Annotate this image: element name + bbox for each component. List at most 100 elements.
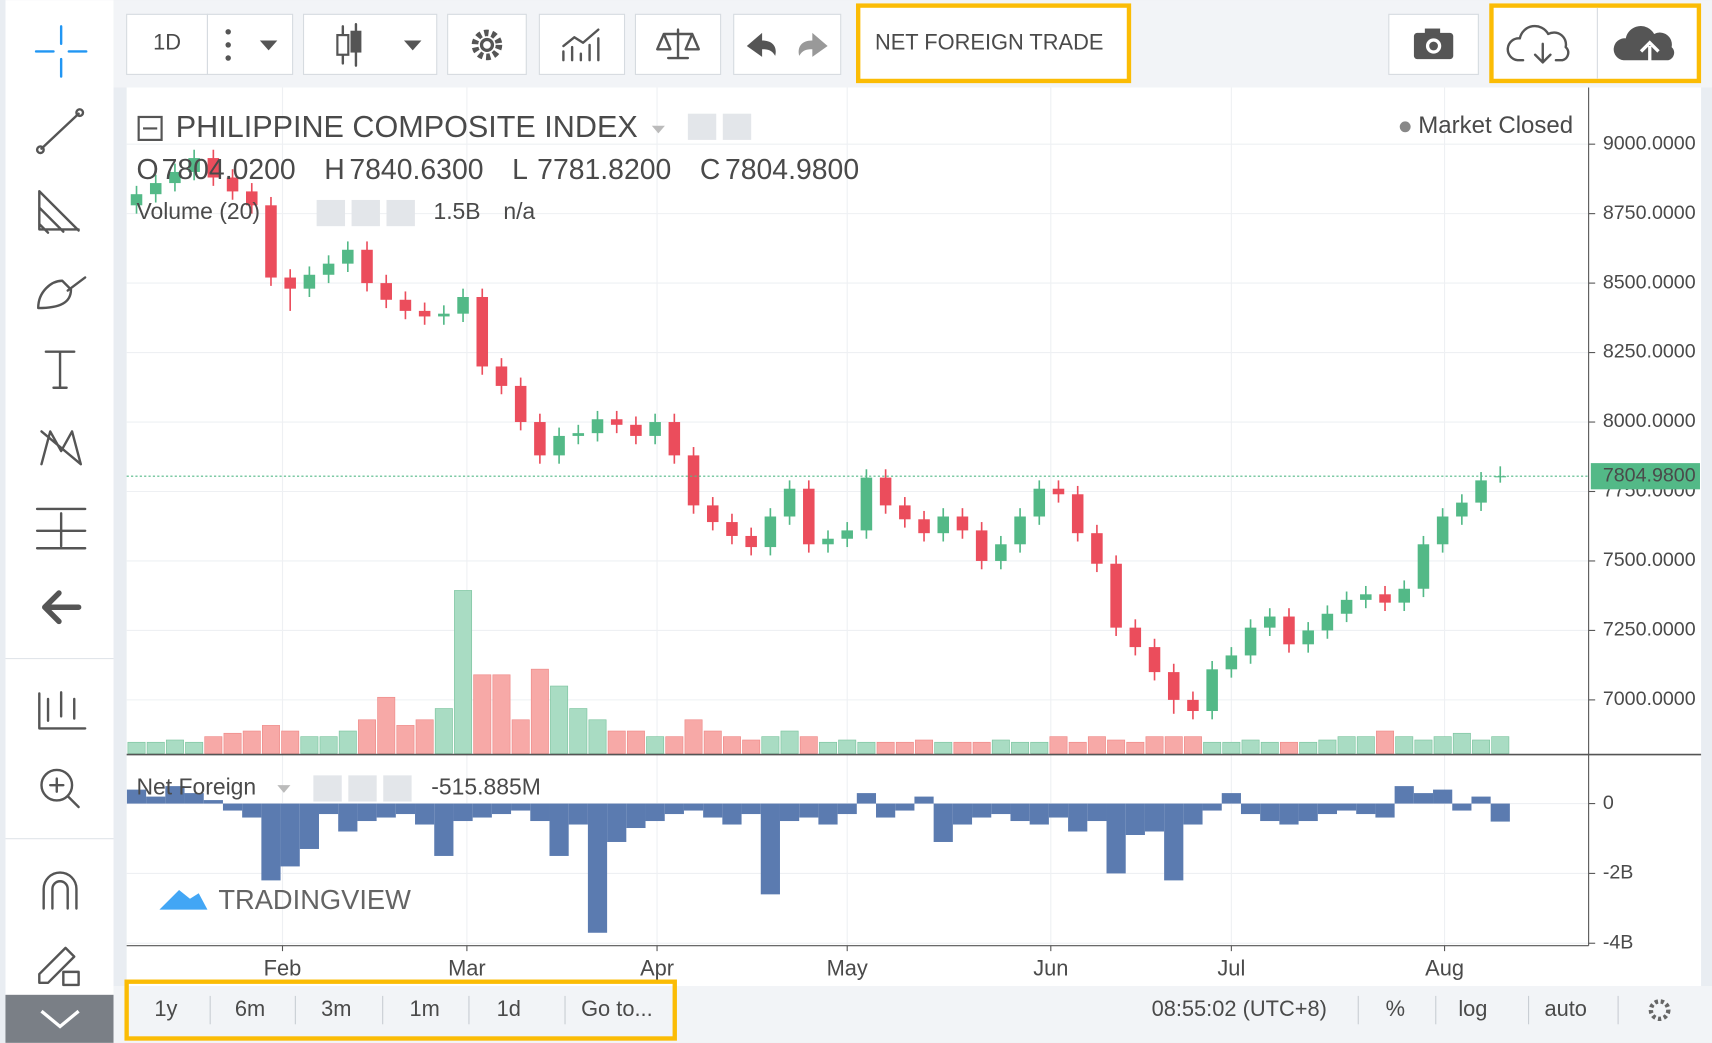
interval-button[interactable] <box>126 13 208 75</box>
volume-bar <box>454 590 473 754</box>
net-foreign-bar <box>376 803 396 818</box>
remove-icon[interactable] <box>383 775 412 802</box>
measure-tool[interactable] <box>38 691 87 730</box>
net-foreign-bar <box>1356 803 1376 815</box>
candle-body <box>476 296 489 367</box>
range-button[interactable]: Go to... <box>581 996 653 1021</box>
volume-bar <box>1030 741 1049 754</box>
scale-option[interactable]: auto <box>1544 996 1586 1021</box>
save-arrow <box>1639 40 1660 62</box>
net-foreign-bar <box>318 803 339 815</box>
zoom-tool[interactable] <box>40 768 80 809</box>
undo-icon <box>746 32 776 57</box>
load-icon[interactable] <box>1506 24 1570 64</box>
scale-option[interactable]: log <box>1458 996 1487 1021</box>
candle-body <box>1206 669 1218 712</box>
lock-tool[interactable] <box>38 946 80 987</box>
collapse-button[interactable] <box>5 994 114 1043</box>
volume-bar <box>415 719 434 754</box>
pane-menu-icon[interactable] <box>277 785 291 793</box>
visibility-icon[interactable] <box>687 113 717 140</box>
candle-body <box>610 419 623 425</box>
volume-bar <box>1107 739 1126 754</box>
net-foreign-bar <box>1183 803 1203 825</box>
volume-title: Volume (20) <box>136 198 260 224</box>
net-foreign-bar <box>972 803 992 818</box>
volume-bar <box>684 719 703 754</box>
chevron-icon <box>40 1009 80 1029</box>
watermark: TRADINGVIEW <box>218 884 411 915</box>
net-foreign-bar <box>779 803 800 822</box>
range-button[interactable]: 1y <box>154 996 177 1021</box>
candle-body <box>1283 616 1295 645</box>
candle-body <box>668 422 681 456</box>
visibility-icon[interactable] <box>313 775 342 802</box>
save-icon[interactable] <box>1613 26 1675 61</box>
settings-icon[interactable] <box>348 775 377 802</box>
volume-bar <box>646 736 665 754</box>
last-price-box <box>1590 463 1700 490</box>
settings-button[interactable] <box>447 13 527 75</box>
net-foreign-bar <box>1202 803 1222 811</box>
snapshot-button[interactable] <box>1388 13 1479 75</box>
ohlc-value: 7804.9800 <box>725 154 859 186</box>
candle-body <box>649 422 661 436</box>
range-button[interactable]: 1m <box>410 996 440 1021</box>
settings-icon[interactable] <box>722 113 752 140</box>
settings-icon[interactable] <box>351 199 380 227</box>
net-foreign-bar <box>799 803 819 818</box>
candle-body <box>303 274 316 289</box>
volume-bar <box>434 708 453 754</box>
volume-bar <box>1087 736 1106 754</box>
net-foreign-bar <box>146 796 166 804</box>
crosshair-tool[interactable] <box>34 25 88 78</box>
fib-tool[interactable] <box>38 190 80 234</box>
indicators-button[interactable] <box>538 13 626 75</box>
bottom-gear-icon[interactable] <box>1648 999 1671 1022</box>
y-tick-label: 9000.0000 <box>1603 132 1696 154</box>
camera-icon <box>1413 28 1454 60</box>
magnet-tool[interactable] <box>42 871 78 910</box>
net-foreign-bar <box>472 803 492 818</box>
net-foreign-bar <box>1413 793 1434 804</box>
net-foreign-bar <box>1106 803 1126 874</box>
ohlc-legend: O 7804.0200 H 7840.6300 L 7781.8200 C 7804.9800 <box>136 154 859 186</box>
candle-body <box>1379 594 1391 603</box>
collapse-icon[interactable] <box>137 115 163 141</box>
volume-bar <box>876 741 895 754</box>
prediction-tool[interactable] <box>35 507 87 550</box>
net-foreign-bar <box>530 803 550 822</box>
range-button[interactable]: 1d <box>497 996 521 1021</box>
remove-tool[interactable] <box>42 590 82 625</box>
range-button[interactable]: 3m <box>321 996 351 1021</box>
range-button[interactable]: 6m <box>235 996 265 1021</box>
text-tool[interactable] <box>44 350 76 389</box>
candle-body <box>418 310 431 317</box>
volume-bar <box>511 719 530 754</box>
candle-body <box>1360 594 1372 600</box>
brush-tool[interactable] <box>37 276 87 310</box>
candle-body <box>1129 627 1142 648</box>
volume-bar <box>722 736 741 754</box>
candle-body <box>380 283 392 300</box>
visibility-icon[interactable] <box>316 199 346 227</box>
remove-icon[interactable] <box>386 199 415 227</box>
volume-bar <box>1203 741 1222 754</box>
net-foreign-bar <box>856 793 877 804</box>
volume-bar <box>895 741 914 754</box>
interval-menu[interactable] <box>206 13 294 75</box>
candle-body <box>572 433 585 436</box>
scale-option[interactable]: % <box>1386 996 1405 1021</box>
candle-body <box>342 249 354 264</box>
candle-body <box>514 385 527 423</box>
status-dot <box>1399 121 1411 133</box>
title-menu-icon[interactable] <box>651 125 665 134</box>
pattern-tool[interactable] <box>40 430 82 466</box>
range-highlight <box>124 979 677 1041</box>
trend-line-tool[interactable] <box>35 108 85 155</box>
candle-body <box>207 158 220 178</box>
volume-bar <box>338 730 357 754</box>
net-foreign-bar <box>491 803 512 815</box>
net-foreign-trade-button[interactable] <box>856 3 1132 84</box>
